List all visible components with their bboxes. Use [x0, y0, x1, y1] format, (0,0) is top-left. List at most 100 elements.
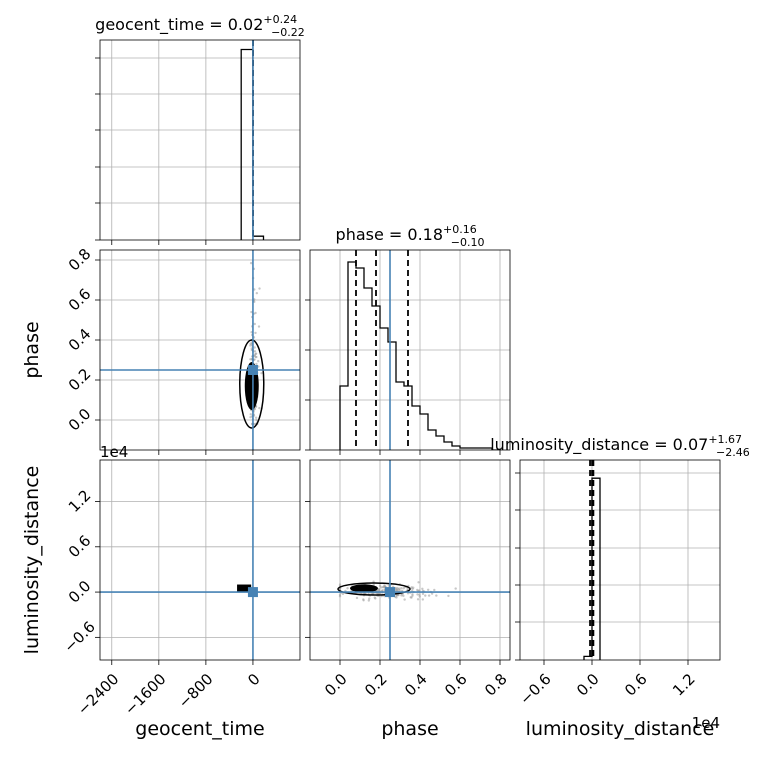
phase-hist-histogram — [339, 261, 500, 450]
sample-point — [362, 598, 365, 601]
sample-point — [435, 594, 438, 597]
geocent-time-hist: geocent_time = 0.02+0.24 −0.22 — [95, 13, 305, 245]
luminosity-distance-vs-phase-xtick-label-0: 0.0 — [321, 670, 351, 700]
luminosity-distance-hist-title-base: luminosity_distance = 0.07 — [490, 435, 708, 455]
luminosity-distance-hist-xtick-label-0: −0.6 — [516, 670, 554, 708]
sample-point — [421, 587, 424, 590]
sample-point — [403, 598, 406, 601]
luminosity-distance-x-offset-label: 1e4 — [692, 714, 720, 732]
sample-point — [374, 597, 377, 600]
sample-point — [258, 287, 261, 290]
sample-point — [430, 592, 434, 595]
geocent-time-hist-title-minus: −0.22 — [271, 26, 305, 39]
phase-vs-geocent-time-plot-area — [100, 250, 300, 450]
geocent-time-hist-frame — [99, 39, 301, 241]
sample-point — [410, 596, 413, 599]
sample-point — [249, 415, 252, 419]
luminosity-distance-vs-geocent-time-ytick-label-2: 0.6 — [65, 532, 95, 562]
luminosity-distance-vs-geocent-time: −2400−1600 −800 0 −0.6 0.0 0.6 1.2 1e4 — [60, 443, 301, 719]
luminosity-distance-vs-phase-truth-point — [385, 587, 395, 598]
sample-point — [367, 599, 371, 602]
luminosity-distance-vs-phase-grid — [310, 460, 510, 660]
x-axis-label-2: luminosity_distance — [526, 718, 715, 740]
phase-hist-title-minus: −0.10 — [451, 236, 485, 249]
sample-point — [249, 261, 253, 265]
luminosity-distance-hist-title-minus: −2.46 — [716, 446, 750, 459]
luminosity-distance-hist-histogram — [583, 477, 601, 660]
phase-hist-title-plus: +0.16 — [443, 223, 477, 236]
sample-point — [253, 346, 256, 349]
sample-point — [447, 594, 450, 598]
y-axis-label-1: luminosity_distance — [21, 466, 43, 655]
sample-point — [421, 592, 425, 596]
geocent-time-hist-title-plus: +0.24 — [263, 13, 297, 26]
sample-point — [254, 416, 258, 419]
luminosity-distance-vs-geocent-time-density-core — [237, 584, 252, 593]
sample-point — [427, 594, 431, 597]
luminosity-distance-vs-phase-contour — [337, 582, 411, 596]
sample-point — [426, 588, 430, 591]
sample-point — [338, 595, 342, 598]
sample-point — [395, 596, 398, 599]
sample-point — [400, 586, 403, 590]
sample-point — [454, 587, 457, 590]
sample-point — [433, 588, 436, 592]
luminosity-distance-vs-phase: 0.0 0.2 0.4 0.6 0.8 — [305, 459, 511, 700]
sample-point — [418, 593, 421, 596]
luminosity-distance-vs-phase-xtick-label-2: 0.4 — [401, 670, 431, 700]
luminosity-distance-vs-geocent-time-ytick-label-3: 1.2 — [65, 486, 95, 516]
luminosity-distance-hist-xtick-label-1: 0.0 — [573, 670, 603, 700]
phase-vs-geocent-time-ytick-label-1: 0.2 — [65, 365, 95, 395]
sample-point — [254, 331, 257, 335]
sample-point — [253, 322, 256, 326]
sample-point — [249, 344, 252, 347]
luminosity-distance-hist-xtick-label-3: 1.2 — [669, 670, 699, 700]
luminosity-distance-hist: −0.6 0.0 0.6 1.2 1e4 luminosity_distance = 0.… — [490, 433, 750, 732]
luminosity-distance-hist-frame — [519, 459, 721, 661]
phase-hist-title: phase = 0.18+0.16 −0.10 — [336, 223, 485, 249]
geocent-time-hist-title-base: geocent_time = 0.02 — [95, 15, 263, 35]
sample-point — [417, 581, 420, 584]
luminosity-distance-hist-xtick-label-2: 0.6 — [621, 670, 651, 700]
phase-hist-plot-area — [310, 250, 510, 450]
sample-point — [249, 413, 252, 416]
sample-point — [254, 311, 257, 315]
sample-point — [372, 580, 375, 583]
sample-point — [346, 587, 349, 590]
geocent-time-hist-title: geocent_time = 0.02+0.24 −0.22 — [95, 13, 305, 39]
phase-vs-geocent-time-grid — [100, 250, 300, 450]
phase-vs-geocent-time-frame — [99, 249, 301, 451]
sample-point — [250, 310, 253, 314]
phase-hist-grid — [310, 250, 510, 450]
luminosity-distance-vs-phase-xtick-label-1: 0.2 — [361, 670, 391, 700]
phase-vs-geocent-time-contour — [239, 339, 265, 429]
sample-point — [341, 592, 345, 596]
luminosity-distance-vs-geocent-time-plot-area — [100, 460, 300, 660]
sample-point — [402, 594, 405, 598]
sample-point — [424, 594, 427, 597]
phase-vs-geocent-time-ytick-label-4: 0.8 — [65, 245, 95, 275]
luminosity-distance-vs-geocent-time-ytick-label-0: −0.6 — [60, 618, 98, 656]
sample-point — [355, 596, 359, 600]
luminosity-distance-vs-phase-plot-area — [310, 460, 510, 660]
luminosity-distance-hist-plot-area — [520, 460, 720, 660]
phase-vs-geocent-time-ytick-label-0: 0.0 — [65, 405, 95, 435]
sample-point — [255, 418, 258, 422]
sample-point — [421, 598, 424, 601]
luminosity-distance-hist-grid — [520, 460, 720, 660]
phase-vs-geocent-time: 0.0 0.2 0.4 0.6 0.8 — [65, 245, 301, 455]
luminosity-distance-vs-geocent-time-frame — [99, 459, 301, 661]
geocent-time-hist-plot-area — [100, 40, 300, 240]
luminosity-distance-vs-phase-xtick-label-4: 0.8 — [481, 670, 511, 700]
geocent-time-hist-grid — [100, 40, 300, 240]
luminosity-distance-vs-geocent-time-xtick-label-0: −2400 — [74, 670, 123, 719]
luminosity-distance-y-offset-label: 1e4 — [100, 443, 128, 461]
sample-point — [257, 359, 260, 363]
sample-point — [380, 586, 383, 589]
sample-point — [253, 358, 256, 361]
sample-point — [249, 358, 252, 361]
sample-point — [260, 371, 263, 375]
sample-point — [418, 595, 421, 598]
sample-point — [258, 406, 261, 410]
sample-point — [254, 355, 257, 359]
